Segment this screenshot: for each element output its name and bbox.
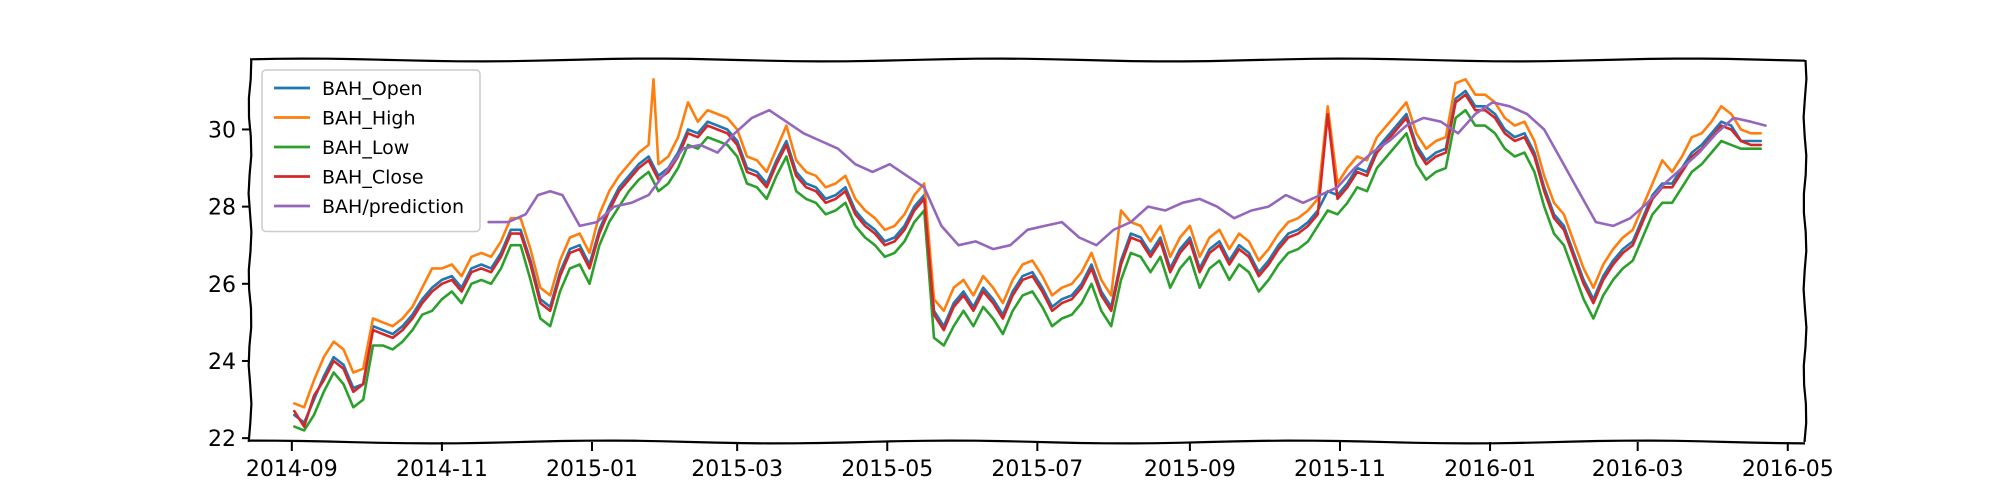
x-tick-label: 2015-05: [841, 457, 933, 482]
x-axis: 2014-09 2014-11 2015-01 2015-03 2015-05 2015-…: [246, 442, 1834, 482]
x-tick-label: 2015-01: [546, 457, 638, 482]
x-tick-label: 2015-07: [991, 457, 1083, 482]
legend-label: BAH_Open: [322, 78, 423, 100]
series-line-bah-close: [292, 93, 1762, 428]
y-tick-label: 24: [208, 350, 236, 375]
series-line-bah-high: [292, 78, 1762, 409]
y-tick-label: 30: [208, 118, 236, 143]
plot-frame: [247, 57, 1808, 445]
legend-label: BAH/prediction: [322, 196, 464, 218]
x-tick-label: 2016-05: [1742, 457, 1834, 482]
series-line-bah-low: [292, 108, 1762, 432]
series-line-bah-prediction: [487, 101, 1767, 251]
legend: BAH_Open BAH_High BAH_Low BAH_Close BAH/pred…: [261, 69, 481, 233]
x-tick-label: 2015-09: [1144, 457, 1236, 482]
legend-label: BAH_Low: [322, 137, 409, 159]
legend-label: BAH_Close: [322, 167, 424, 189]
series-line-bah-open: [292, 89, 1762, 425]
x-tick-label: 2016-03: [1592, 457, 1684, 482]
x-tick-label: 2016-01: [1444, 457, 1536, 482]
y-axis: 22 24 26 28 30: [208, 118, 250, 452]
legend-label: BAH_High: [322, 108, 416, 130]
x-tick-label: 2014-11: [396, 457, 488, 482]
y-tick-label: 28: [208, 196, 236, 221]
x-tick-label: 2014-09: [246, 457, 338, 482]
x-tick-label: 2015-11: [1294, 457, 1386, 482]
legend-box: [261, 69, 481, 233]
y-tick-label: 26: [208, 273, 236, 298]
series-layer: [292, 78, 1767, 432]
x-tick-label: 2015-03: [691, 457, 783, 482]
y-tick-label: 22: [208, 427, 236, 452]
